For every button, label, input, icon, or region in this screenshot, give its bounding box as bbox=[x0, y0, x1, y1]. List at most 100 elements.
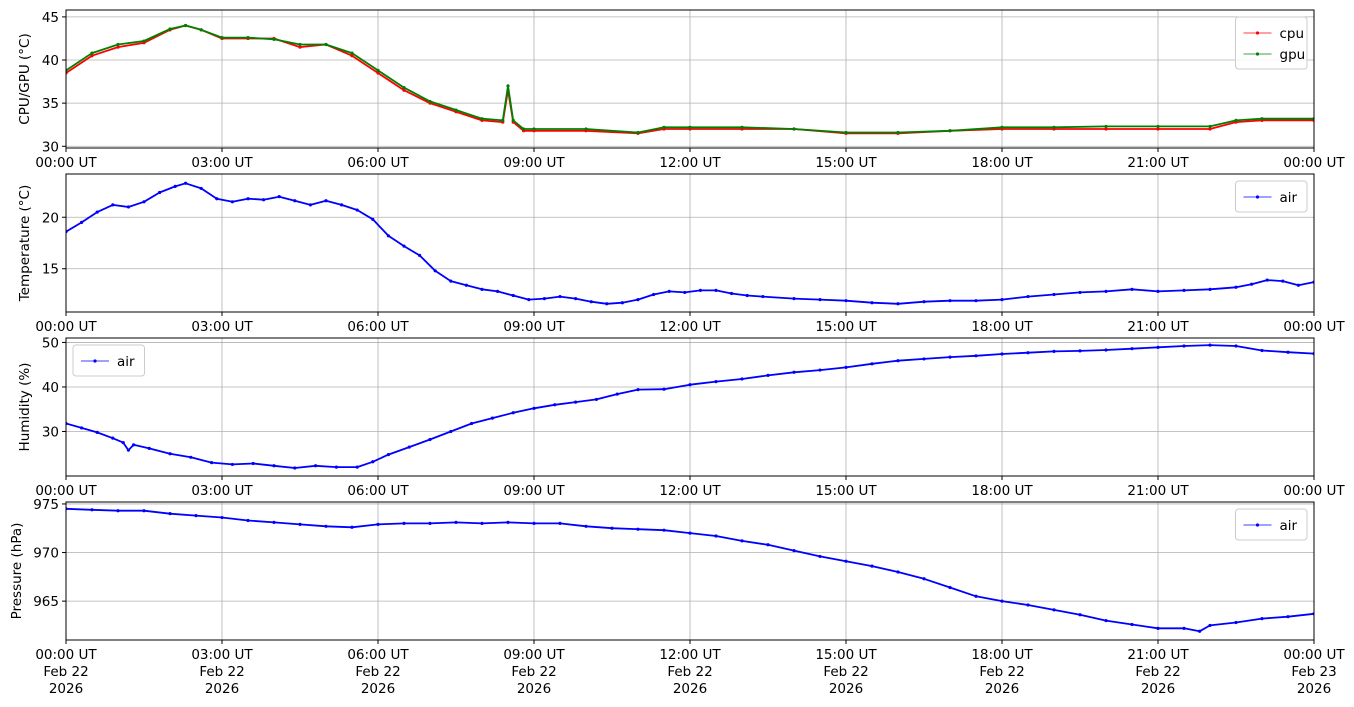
data-point bbox=[1052, 349, 1056, 353]
data-point bbox=[80, 220, 84, 225]
data-point bbox=[714, 534, 718, 538]
data-point bbox=[896, 570, 900, 574]
legend-label-air: air bbox=[1280, 518, 1298, 534]
x-tick-label: 12:00 UT bbox=[659, 319, 721, 335]
data-point bbox=[948, 355, 952, 359]
data-point bbox=[527, 298, 531, 302]
data-point bbox=[1208, 287, 1212, 291]
data-point bbox=[1286, 615, 1290, 619]
y-tick-label: 40 bbox=[42, 380, 59, 396]
data-point bbox=[818, 368, 822, 372]
data-point bbox=[584, 524, 588, 528]
data-point bbox=[818, 554, 822, 559]
data-point bbox=[688, 531, 692, 535]
data-point bbox=[262, 198, 266, 202]
data-point bbox=[168, 452, 172, 456]
x-tick-label: 00:00 UT bbox=[35, 155, 97, 171]
data-point bbox=[1296, 283, 1300, 287]
data-point bbox=[948, 129, 952, 133]
x-tick-label: 12:00 UT bbox=[659, 483, 721, 499]
data-point bbox=[126, 205, 130, 209]
data-point bbox=[620, 301, 625, 305]
y-tick-label: 970 bbox=[33, 546, 59, 562]
data-point bbox=[532, 127, 536, 131]
data-point bbox=[501, 118, 505, 122]
data-point bbox=[199, 28, 203, 32]
data-point bbox=[1281, 279, 1285, 283]
x-tick-label: 12:00 UT Feb 22 2026 bbox=[659, 647, 721, 697]
x-tick-label: 18:00 UT Feb 22 2026 bbox=[971, 647, 1033, 697]
data-point bbox=[1104, 348, 1108, 352]
data-point bbox=[147, 446, 151, 450]
x-tick-label: 00:00 UT bbox=[1283, 155, 1345, 171]
data-point bbox=[636, 527, 640, 531]
data-point bbox=[844, 299, 848, 303]
data-point bbox=[553, 403, 557, 407]
data-point bbox=[1250, 282, 1254, 286]
legend: air bbox=[1235, 180, 1308, 213]
data-point bbox=[324, 42, 328, 47]
data-point bbox=[1078, 349, 1082, 353]
x-tick-label: 00:00 UT bbox=[35, 319, 97, 335]
data-point bbox=[464, 283, 468, 287]
data-point bbox=[652, 292, 656, 297]
data-point bbox=[168, 27, 172, 31]
data-point bbox=[142, 39, 146, 43]
legend-label-gpu: gpu bbox=[1280, 47, 1306, 63]
x-tick-label: 21:00 UT bbox=[1127, 483, 1189, 499]
data-point bbox=[662, 528, 666, 532]
y-axis-label: Humidity (%) bbox=[17, 363, 33, 452]
data-point bbox=[324, 199, 328, 203]
data-point bbox=[132, 443, 136, 447]
data-point bbox=[490, 416, 494, 420]
data-point bbox=[948, 585, 952, 590]
data-point bbox=[1208, 127, 1212, 131]
data-point bbox=[636, 130, 640, 135]
x-tick-label: 00:00 UT Feb 22 2026 bbox=[35, 647, 97, 697]
data-point bbox=[589, 300, 593, 304]
panel-2: 30 40 50 00:00 UT 03:00 UT 06:00 UT 09:00 UT 12… bbox=[17, 335, 1345, 499]
data-point bbox=[922, 357, 926, 361]
data-point bbox=[272, 464, 276, 468]
x-tick-label: 00:00 UT bbox=[35, 483, 97, 499]
data-point bbox=[714, 288, 718, 292]
data-point bbox=[574, 297, 578, 301]
data-point bbox=[293, 199, 297, 203]
data-point bbox=[1156, 127, 1160, 131]
data-point bbox=[522, 127, 526, 131]
x-tick-label: 03:00 UT bbox=[191, 319, 253, 335]
data-point bbox=[683, 290, 687, 295]
data-point bbox=[449, 429, 453, 434]
data-point bbox=[298, 45, 302, 49]
data-point bbox=[506, 84, 510, 88]
data-point bbox=[470, 421, 474, 426]
legend-label-air: air bbox=[117, 354, 135, 370]
data-point bbox=[1078, 290, 1082, 295]
legend-label-cpu: cpu bbox=[1280, 26, 1305, 42]
data-point bbox=[116, 45, 120, 49]
x-tick-label: 00:00 UT bbox=[1283, 319, 1345, 335]
x-tick-label: 03:00 UT bbox=[191, 155, 253, 171]
data-point bbox=[1208, 124, 1212, 129]
data-point bbox=[761, 294, 765, 299]
data-point bbox=[121, 441, 125, 445]
data-point bbox=[511, 293, 515, 298]
data-point bbox=[454, 108, 458, 112]
data-point bbox=[355, 208, 359, 212]
data-point bbox=[298, 522, 302, 526]
data-point bbox=[220, 36, 224, 40]
data-point bbox=[407, 445, 411, 449]
data-point bbox=[246, 36, 250, 40]
data-point bbox=[376, 68, 380, 72]
data-point bbox=[350, 51, 354, 55]
data-point bbox=[745, 293, 749, 298]
data-point bbox=[418, 253, 422, 257]
legend-box bbox=[72, 344, 145, 377]
data-point bbox=[95, 430, 99, 434]
series-line-air bbox=[66, 344, 1314, 469]
data-point bbox=[558, 294, 562, 299]
x-tick-label: 06:00 UT bbox=[347, 483, 409, 499]
data-point bbox=[496, 289, 500, 294]
data-point bbox=[324, 524, 328, 528]
